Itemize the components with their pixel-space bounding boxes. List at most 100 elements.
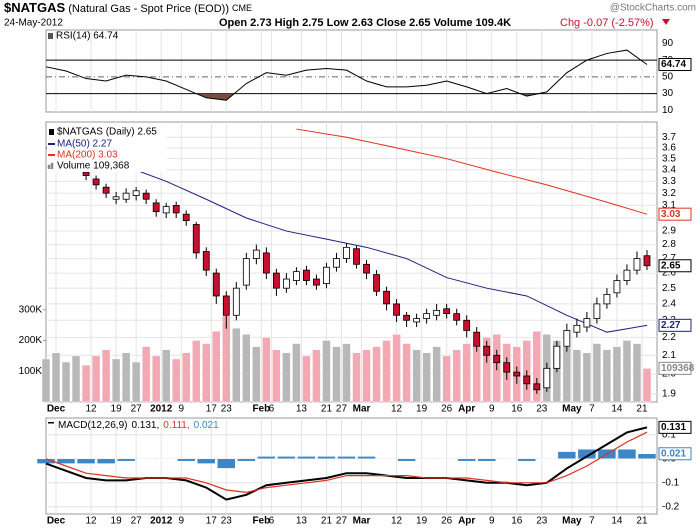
candle-body (333, 258, 340, 268)
x-tick-label: 13 (296, 404, 308, 415)
x-tick-label: 23 (221, 404, 233, 415)
y-tick-label: 50 (662, 71, 674, 82)
quote: Open 2.73 High 2.75 Low 2.63 Close 2.65 … (219, 17, 511, 29)
candle-body (383, 290, 390, 305)
x-tick-label: 9 (178, 516, 184, 527)
legend-entry: Volume 109,368 (57, 161, 130, 172)
x-tick-label: 19 (111, 404, 123, 415)
volume-bar (171, 358, 181, 403)
candle-body (313, 278, 320, 286)
volume-bar (71, 355, 81, 403)
y-tick-label: 10 (662, 105, 674, 116)
candle-body (563, 330, 571, 347)
histogram-bar (76, 458, 96, 464)
histogram-bar (637, 453, 657, 460)
volume-bar (131, 361, 141, 403)
macd-line (45, 431, 648, 494)
histogram-bar (237, 458, 256, 462)
y-tick-label: 2.9 (662, 226, 676, 237)
x-tick-label: 19 (111, 516, 123, 527)
candle-body (353, 248, 360, 265)
histogram-bar (357, 456, 376, 460)
candle-body (583, 318, 591, 328)
volume-bar (452, 349, 461, 403)
x-tick-label: 12 (391, 516, 403, 527)
x-tick-label: 27 (131, 516, 143, 527)
histogram-bar (257, 456, 276, 460)
candle-body (192, 224, 200, 254)
volume-tick-label: 300K (19, 304, 43, 315)
panel-frame (45, 417, 658, 515)
x-tick-label: 2012 (150, 516, 173, 527)
candle-body (242, 258, 250, 286)
volume-bar (51, 352, 61, 403)
y-tick-label: 2.7 (662, 253, 676, 264)
volume-bar (312, 349, 321, 403)
title-glyph (48, 33, 53, 39)
candle-body (543, 367, 551, 389)
volume-bar (392, 334, 401, 403)
histogram-bar (437, 458, 456, 460)
value-marker-box (658, 318, 692, 332)
legend-entry: 0.111, (163, 420, 189, 431)
value-marker-label: 3.03 (661, 209, 681, 220)
y-tick-label: 3.3 (662, 176, 676, 187)
candle-body (393, 303, 400, 316)
x-tick-label: 14 (611, 516, 623, 527)
x-tick-label: 17 (206, 404, 218, 415)
histogram-bar (477, 458, 496, 462)
candle-body (162, 206, 170, 214)
x-tick-label: 26 (441, 516, 453, 527)
candle-body (403, 314, 410, 321)
y-tick-label: 3.1 (662, 200, 676, 211)
y-tick-label: 3.7 (662, 132, 676, 143)
candle-body (553, 345, 561, 369)
x-tick-label: 12 (86, 404, 98, 415)
volume-bar (402, 343, 411, 403)
candle-body (142, 192, 150, 200)
histogram-bar (457, 458, 476, 462)
histogram-bar (377, 458, 396, 460)
candle-body (303, 269, 310, 281)
volume-bar (642, 368, 652, 403)
candle-body (282, 278, 290, 289)
volume-bar (252, 346, 261, 403)
candle-body (503, 362, 511, 373)
y-tick-label: 3.4 (662, 164, 676, 175)
volume-bar (41, 358, 51, 403)
rsi-line (45, 49, 648, 101)
histogram-bar (337, 456, 356, 460)
x-tick-label: Mar (353, 404, 371, 415)
y-tick-label: 2.8 (662, 239, 676, 250)
panel-frame (45, 29, 658, 113)
x-tick-label: 6 (269, 404, 275, 415)
volume-bar (462, 343, 471, 403)
candle-body (222, 295, 230, 316)
volume-bar (292, 343, 301, 403)
candle-body (483, 345, 491, 356)
candle-body (453, 313, 461, 321)
x-tick-label: May (562, 516, 582, 527)
x-tick-label: Dec (47, 516, 66, 527)
candle-body (523, 375, 531, 385)
candle-body (443, 308, 451, 315)
exchange: CME (232, 3, 252, 13)
volume-bar (592, 343, 602, 403)
x-tick-label: 7 (589, 404, 595, 415)
candle-body (473, 331, 481, 347)
change: Chg -0.07 (-2.57%) (560, 17, 654, 29)
candle-body (182, 213, 190, 221)
volume-bar (232, 327, 241, 403)
x-tick-label: 12 (86, 516, 98, 527)
x-tick-label: 2012 (150, 404, 173, 415)
histogram-bar (277, 456, 296, 460)
candle-body (232, 287, 240, 316)
volume-bar (352, 352, 361, 403)
histogram-bar (397, 458, 416, 462)
volume-bar (582, 352, 592, 403)
volume-bar (422, 352, 431, 403)
histogram-bar (136, 458, 156, 460)
legend-entry: 0.131, (131, 420, 159, 431)
volume-bar (81, 364, 91, 403)
